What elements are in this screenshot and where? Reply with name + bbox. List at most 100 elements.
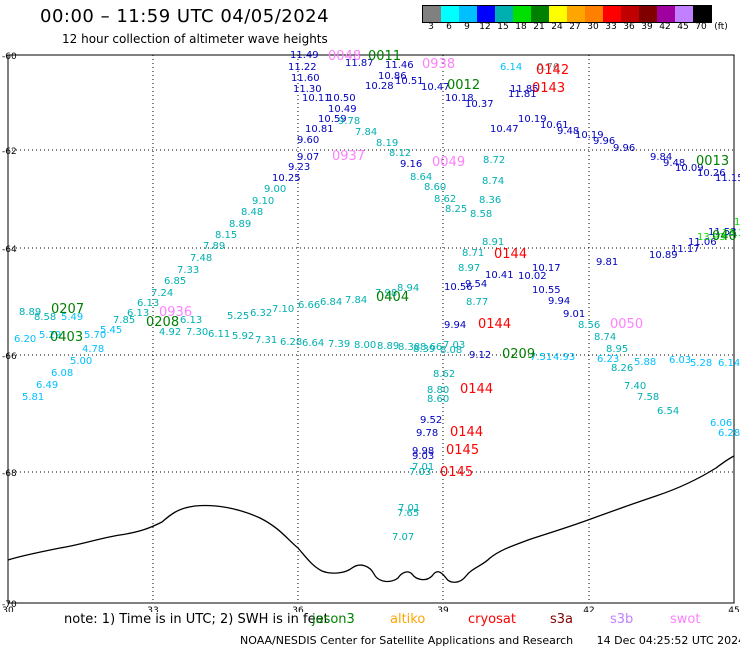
swh-reading: 10.19 bbox=[518, 114, 547, 125]
swh-reading: 8.77 bbox=[466, 297, 488, 308]
swh-reading: 11.06 bbox=[688, 237, 717, 248]
swh-reading: 6.13 bbox=[137, 298, 159, 309]
color-scale-label: 30 bbox=[587, 22, 599, 32]
swh-reading: 0.76 bbox=[537, 62, 559, 73]
pass-time-label: 0209 bbox=[502, 347, 535, 362]
color-scale-unit: (ft) bbox=[714, 22, 728, 32]
swh-reading: 11.49 bbox=[290, 50, 319, 61]
wave-height-map: 30 33 36 39 42 45 -60-62-64-66-68-70 11.4911.… bbox=[2, 49, 740, 612]
longitude-tick-label: 45 bbox=[728, 606, 739, 612]
swh-reading: 8.74 bbox=[594, 332, 616, 343]
swh-reading: 6.28 bbox=[280, 337, 302, 348]
swh-reading: 8.12 bbox=[389, 148, 411, 159]
swh-reading: 12.49 bbox=[734, 217, 740, 228]
swh-reading: 7.33 bbox=[177, 265, 199, 276]
pass-time-label: 0207 bbox=[51, 302, 84, 317]
swh-reading: 8.48 bbox=[241, 207, 263, 218]
swh-reading: 6.14 bbox=[500, 62, 522, 73]
swh-reading: 8.71 bbox=[462, 248, 484, 259]
swh-reading: 8.74 bbox=[482, 176, 504, 187]
pass-time-label: 0404 bbox=[376, 290, 409, 305]
swh-reading: 9.16 bbox=[400, 159, 422, 170]
pass-time-label: 0145 bbox=[440, 465, 473, 480]
swh-reading: 8.62 bbox=[433, 369, 455, 380]
swh-reading: 11.30 bbox=[293, 84, 322, 95]
swh-reading: 9.52 bbox=[420, 415, 442, 426]
color-swatch bbox=[639, 6, 657, 22]
swh-reading: 9.60 bbox=[297, 135, 319, 146]
swh-reading: 8.60 bbox=[424, 182, 446, 193]
antarctic-coastline bbox=[8, 455, 734, 583]
swh-reading: 8.36 bbox=[479, 195, 501, 206]
longitude-tick-label: 42 bbox=[583, 606, 594, 612]
color-scale-label: 21 bbox=[533, 22, 545, 32]
latitude-tick-label: -64 bbox=[2, 245, 17, 255]
color-swatch bbox=[621, 6, 639, 22]
pass-time-label: 0403 bbox=[50, 330, 83, 345]
swh-reading: 6.08 bbox=[51, 368, 73, 379]
swh-reading: 10.55 bbox=[532, 285, 561, 296]
color-scale-label: 9 bbox=[464, 22, 470, 32]
swh-reading: 9.48 bbox=[557, 126, 579, 137]
color-swatch bbox=[657, 6, 675, 22]
swh-reading: 5.88 bbox=[634, 357, 656, 368]
swh-reading: 9.96 bbox=[593, 136, 615, 147]
swh-reading: 5.92 bbox=[232, 331, 254, 342]
color-scale-label: 33 bbox=[605, 22, 617, 32]
swh-reading: 6.28 bbox=[718, 428, 740, 439]
color-swatch bbox=[531, 6, 549, 22]
swh-reading: 11.85 bbox=[510, 84, 539, 95]
swh-reading: 11.17 bbox=[671, 244, 700, 255]
swh-reading: 5.49 bbox=[61, 312, 83, 323]
swh-reading: 8.08 bbox=[440, 345, 462, 356]
satellite-legend-jason3: jason3 bbox=[312, 612, 355, 627]
pass-time-label: 0208 bbox=[146, 315, 179, 330]
swh-reading: 8.89 bbox=[19, 307, 41, 318]
swh-reading: 4.92 bbox=[159, 327, 181, 338]
lat-lon-grid bbox=[8, 55, 734, 603]
swh-reading: 9.54 bbox=[465, 279, 487, 290]
color-scale-labels: 3 6 9 12 15 18 21 24 27 30 33 36 39 42 45 70 (ft) bbox=[422, 22, 732, 32]
color-scale-label: 45 bbox=[677, 22, 689, 32]
swh-reading: 9.23 bbox=[288, 162, 310, 173]
satellite-legend-swot: swot bbox=[670, 612, 701, 627]
pass-time-label: 0050 bbox=[610, 317, 643, 332]
pass-time-label: 0048 bbox=[328, 49, 361, 64]
latitude-tick-labels: -60 -62 -64 -66 -68 -70 bbox=[2, 52, 17, 610]
latitude-tick-label: -62 bbox=[2, 147, 17, 157]
color-swatch bbox=[585, 6, 603, 22]
color-swatch bbox=[693, 6, 711, 22]
pass-time-label: 0144 bbox=[494, 247, 527, 262]
swh-reading: 13.31 bbox=[722, 228, 740, 239]
pass-time-label: 0144 bbox=[460, 382, 493, 397]
satellite-legend-cryosat: cryosat bbox=[468, 612, 516, 627]
swh-reading: 11.53 bbox=[708, 227, 737, 238]
swh-reading: 6.11 bbox=[208, 329, 230, 340]
swh-reading: 6.66 bbox=[298, 300, 320, 311]
swh-reading: 9.78 bbox=[416, 428, 438, 439]
swh-reading: 6.32 bbox=[250, 308, 272, 319]
swh-reading: 10.02 bbox=[518, 271, 547, 282]
longitude-tick-label: 36 bbox=[292, 606, 304, 612]
swh-reading: 8.26 bbox=[611, 363, 633, 374]
page-subtitle: 12 hour collection of altimeter wave hei… bbox=[62, 32, 328, 46]
swh-reading: 6.13 bbox=[127, 308, 149, 319]
swh-reading: 8.38 bbox=[398, 342, 420, 353]
pass-time-label: 0049 bbox=[432, 155, 465, 170]
swh-reading: 8.19 bbox=[376, 138, 398, 149]
swh-reading: 5.28 bbox=[690, 358, 712, 369]
swh-reading: 7.03 bbox=[409, 467, 431, 478]
swh-reading: 5.81 bbox=[22, 392, 44, 403]
swh-reading: 5.25 bbox=[227, 311, 249, 322]
color-scale-label: 39 bbox=[641, 22, 653, 32]
swh-reading: 7.30 bbox=[186, 327, 208, 338]
swh-reading: 7.98 bbox=[375, 288, 397, 299]
swh-reading: 11.15 bbox=[715, 173, 740, 184]
color-swatch bbox=[603, 6, 621, 22]
swh-reading: 6.64 bbox=[302, 338, 324, 349]
color-scale-label: 70 bbox=[695, 22, 707, 32]
pass-time-label: 0145 bbox=[446, 443, 479, 458]
swh-reading: 10.41 bbox=[485, 270, 514, 281]
longitude-tick-label: 39 bbox=[437, 606, 449, 612]
swh-reading: 6.03 bbox=[669, 355, 691, 366]
